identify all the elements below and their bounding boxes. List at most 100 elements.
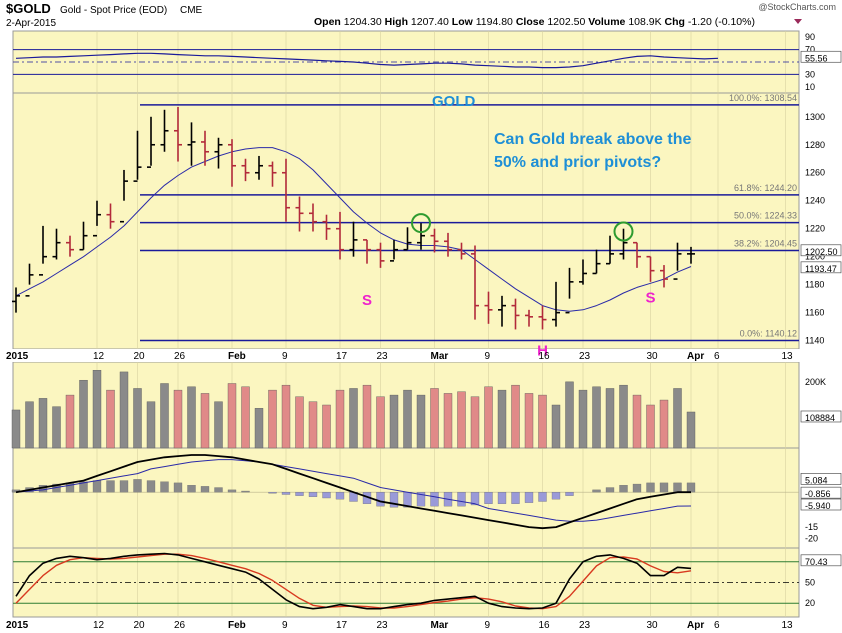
volume-bar	[335, 389, 345, 449]
volume-bar	[551, 404, 561, 449]
price-panel	[12, 92, 800, 350]
volume-bar	[187, 386, 196, 449]
ohlc-bar	[633, 241, 641, 268]
exchange: CME	[180, 5, 203, 16]
macd-histogram-bar	[416, 492, 426, 507]
price-tick-label: 1140	[805, 336, 824, 346]
date-tick-label: 26	[174, 620, 186, 631]
fib-label: 61.8%: 1244.20	[734, 183, 797, 193]
change-down-icon	[794, 19, 802, 24]
fib-label: 38.2%: 1204.45	[734, 238, 797, 248]
volume-current-label-box	[800, 410, 842, 423]
volume-bar	[457, 391, 466, 449]
volume-bar	[119, 371, 129, 449]
rsi-tick-label: 90	[805, 32, 815, 42]
volume-bar	[416, 394, 426, 449]
volume-bar	[133, 388, 142, 449]
ohlc-bar	[79, 221, 88, 251]
macd-histogram-bar	[605, 487, 615, 493]
stochastic-indicator: 70.43 50 20	[13, 552, 842, 610]
fib-label: 0.0%: 1140.12	[740, 328, 797, 338]
date-tick-label: 30	[647, 351, 659, 362]
macd-tick-label: -0.856	[805, 489, 831, 499]
date-tick-label: 23	[579, 620, 591, 631]
date-tick-label: 6	[714, 620, 720, 631]
volume-bar	[79, 379, 88, 449]
ohlc-bar	[471, 245, 479, 320]
date-tick-label: Apr	[687, 620, 704, 631]
macd-histogram-bar	[619, 485, 628, 493]
price-current-sma: 1193.47	[805, 264, 837, 274]
symbol: $GOLD	[6, 1, 51, 16]
date-tick-label: 9	[282, 351, 288, 362]
date-tick-label: 17	[336, 620, 348, 631]
macd-histogram-bar	[335, 492, 345, 500]
macd-histogram-bar	[376, 492, 385, 507]
macd-tick-label: -15	[805, 522, 818, 532]
volume-bar	[38, 398, 48, 449]
price-tick-label: 1280	[805, 140, 825, 150]
volume-bar	[497, 389, 507, 449]
volume-bar	[565, 381, 574, 449]
volume-bar	[92, 370, 102, 449]
volume-bar	[322, 404, 331, 449]
volume-bar	[389, 394, 399, 449]
ohlc-bar	[417, 223, 425, 250]
date-tick-label: Feb	[228, 620, 246, 631]
ohlc-bar	[363, 239, 371, 264]
ohlc-bar	[295, 196, 304, 232]
volume-bar	[443, 393, 453, 449]
macd-histogram-bar	[106, 480, 115, 493]
price-tick-label: 1160	[805, 308, 824, 318]
ohlc-bar	[687, 246, 695, 264]
pattern-label: S	[362, 292, 372, 309]
ohlc-bar	[579, 259, 587, 285]
macd-histogram-bar	[119, 480, 129, 493]
macd-histogram-bar	[308, 492, 318, 497]
macd-tick-label: -20	[805, 534, 818, 544]
pivot-circle	[411, 213, 431, 234]
macd-histogram-bar	[281, 492, 291, 495]
volume-bar	[659, 399, 669, 449]
volume-bar	[403, 389, 412, 449]
macd-tick-label-box	[800, 473, 842, 485]
date-tick-label: Feb	[228, 351, 246, 362]
date-tick-label: 9	[485, 351, 491, 362]
volume-bar	[254, 408, 264, 449]
date-tick-label: 9	[485, 620, 491, 631]
ohlc-bar	[309, 203, 317, 232]
volume-bar	[214, 401, 223, 449]
date-tick-label: 17	[336, 351, 348, 362]
ohlc-bar	[430, 228, 439, 253]
volume-bar	[173, 389, 183, 449]
volume-bar	[538, 394, 547, 449]
ohlc-bar	[511, 298, 520, 330]
chart-title: GOLD	[432, 93, 475, 110]
annotation-line-1: Can Gold break above the	[494, 131, 691, 148]
ohlc-bar	[133, 130, 142, 182]
volume-bar	[578, 389, 588, 449]
ohlc-bar	[390, 239, 398, 262]
rsi-current-label: 55.56	[805, 53, 828, 63]
instrument-name: Gold - Spot Price (EOD)	[60, 5, 167, 16]
date-tick-label: 20	[134, 620, 146, 631]
ohlc-bar	[444, 232, 452, 257]
pivot-circle	[613, 221, 634, 242]
volume-chart: 200K 108884	[11, 370, 842, 449]
volume-bar	[160, 383, 169, 449]
volume-bar	[619, 384, 628, 449]
macd-histogram-bar	[79, 481, 88, 493]
volume-bar	[227, 383, 237, 449]
date-tick-label: 9	[282, 620, 288, 631]
date-tick-label: Apr	[687, 351, 704, 362]
volume-bar	[362, 384, 372, 449]
macd-histogram-bar	[389, 492, 399, 508]
date-tick-label: 13	[782, 620, 794, 631]
rsi-indicator: 90 70 30 10 55.56	[13, 32, 842, 92]
macd-tick-label-box	[800, 486, 842, 499]
date-tick-label: 20	[134, 351, 146, 362]
volume-bar	[11, 409, 21, 449]
volume-bar	[52, 406, 61, 449]
price-tick-label: 1240	[805, 196, 825, 206]
date-tick-label: 23	[377, 620, 389, 631]
